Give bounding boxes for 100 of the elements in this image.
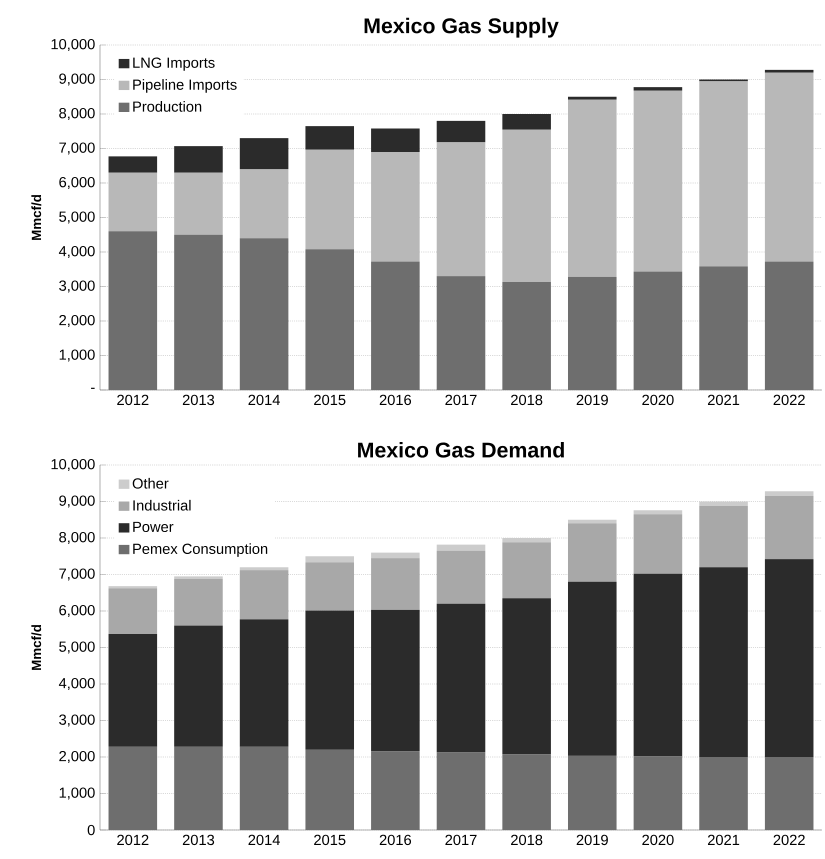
y-tick-label: 7,000 (59, 142, 95, 155)
bar (502, 130, 551, 282)
y-tick-label: 3,000 (59, 280, 95, 293)
x-tick-label: 2021 (708, 834, 740, 846)
y-tick-label: 9,000 (59, 495, 95, 508)
bar (305, 562, 354, 611)
x-tick-label: 2014 (248, 834, 280, 846)
y-axis-title: Mmcf/d (31, 195, 42, 240)
bar (305, 610, 354, 750)
bar (436, 604, 486, 752)
bar (108, 634, 158, 747)
x-tick-label: 2013 (182, 834, 214, 846)
bar (240, 138, 288, 170)
bar (436, 142, 486, 276)
bar (568, 523, 617, 582)
x-tick-label: 2012 (117, 834, 148, 846)
bar (108, 588, 158, 634)
bar (568, 96, 617, 100)
y-tick-label: 5,000 (59, 211, 95, 224)
x-tick-label: 2018 (511, 834, 542, 846)
y-tick-label: 10,000 (52, 38, 95, 52)
bar (634, 514, 682, 574)
x-tick-label: 2019 (576, 394, 608, 406)
x-tick-label: 2020 (642, 394, 674, 406)
chart-title: Mexico Gas Demand (358, 442, 564, 458)
y-tick-label: 8,000 (59, 532, 95, 544)
y-tick-label: 7,000 (59, 568, 95, 581)
bar (108, 172, 158, 232)
legend-label: Pipeline Imports (133, 79, 237, 93)
y-tick-label: 1,000 (60, 349, 95, 362)
bar (699, 567, 748, 757)
bar (108, 156, 158, 173)
bar (371, 552, 420, 558)
bar (764, 559, 814, 757)
bar (305, 556, 354, 562)
y-tick-label: 8,000 (59, 108, 95, 120)
bar (240, 567, 288, 570)
y-tick-label: 3,000 (59, 714, 95, 727)
bar (174, 172, 223, 235)
y-tick-label: 2,000 (59, 750, 95, 764)
y-tick-label: 4,000 (58, 246, 95, 258)
x-tick-label: 2016 (380, 834, 412, 846)
bar (174, 576, 223, 579)
bar (634, 574, 682, 756)
bar (174, 578, 223, 626)
x-tick-label: 2017 (445, 834, 477, 846)
bar (764, 496, 814, 560)
bar (174, 626, 223, 747)
x-tick-label: 2022 (774, 394, 805, 406)
y-tick-label: 1,000 (60, 787, 95, 800)
x-tick-label: 2017 (445, 394, 477, 406)
bar (305, 150, 354, 250)
bar (240, 570, 288, 620)
bar (305, 126, 354, 150)
x-tick-label: 2014 (248, 394, 280, 406)
bar (568, 100, 617, 277)
bar (634, 87, 682, 91)
y-tick-label: 5,000 (59, 641, 95, 654)
x-tick-label: 2012 (117, 394, 148, 406)
bar (436, 120, 486, 142)
bar (699, 81, 748, 266)
bar (699, 501, 748, 506)
y-axis-title: Mmcf/d (31, 625, 42, 670)
legend-label: Production (133, 101, 202, 112)
bar (371, 152, 420, 262)
x-tick-label: 2019 (576, 834, 608, 846)
x-tick-label: 2013 (182, 394, 214, 406)
bar (764, 72, 814, 262)
bar (568, 582, 617, 756)
legend-label: Power (133, 522, 174, 532)
chart-title: Mexico Gas Supply (364, 18, 559, 38)
bar (634, 510, 682, 514)
y-tick-label: 6,000 (59, 604, 95, 618)
bar (502, 114, 551, 130)
bar (634, 90, 682, 272)
y-tick-label: 6,000 (59, 176, 95, 190)
x-tick-label: 2015 (314, 394, 346, 406)
y-tick-label: 2,000 (59, 314, 95, 328)
bar (240, 169, 288, 238)
bar (568, 520, 617, 524)
x-tick-label: 2020 (642, 834, 674, 846)
legend-label: Pemex Consumption (133, 543, 268, 557)
y-tick-label: 10,000 (52, 458, 95, 472)
x-tick-label: 2021 (708, 394, 740, 406)
bar (502, 538, 551, 542)
bar (699, 506, 748, 568)
y-tick-label: - (91, 388, 95, 389)
bar (764, 491, 814, 496)
bar (502, 598, 551, 754)
legend-label: Industrial (133, 500, 191, 511)
bar (371, 128, 420, 152)
legend-label: LNG Imports (133, 58, 215, 71)
bar (436, 544, 486, 551)
x-tick-label: 2016 (380, 394, 412, 406)
x-tick-label: 2022 (774, 834, 805, 846)
bar (436, 550, 486, 604)
bar (502, 542, 551, 598)
y-tick-label: 4,000 (58, 678, 95, 690)
bar (174, 146, 223, 173)
legend-label: Other (132, 478, 168, 489)
